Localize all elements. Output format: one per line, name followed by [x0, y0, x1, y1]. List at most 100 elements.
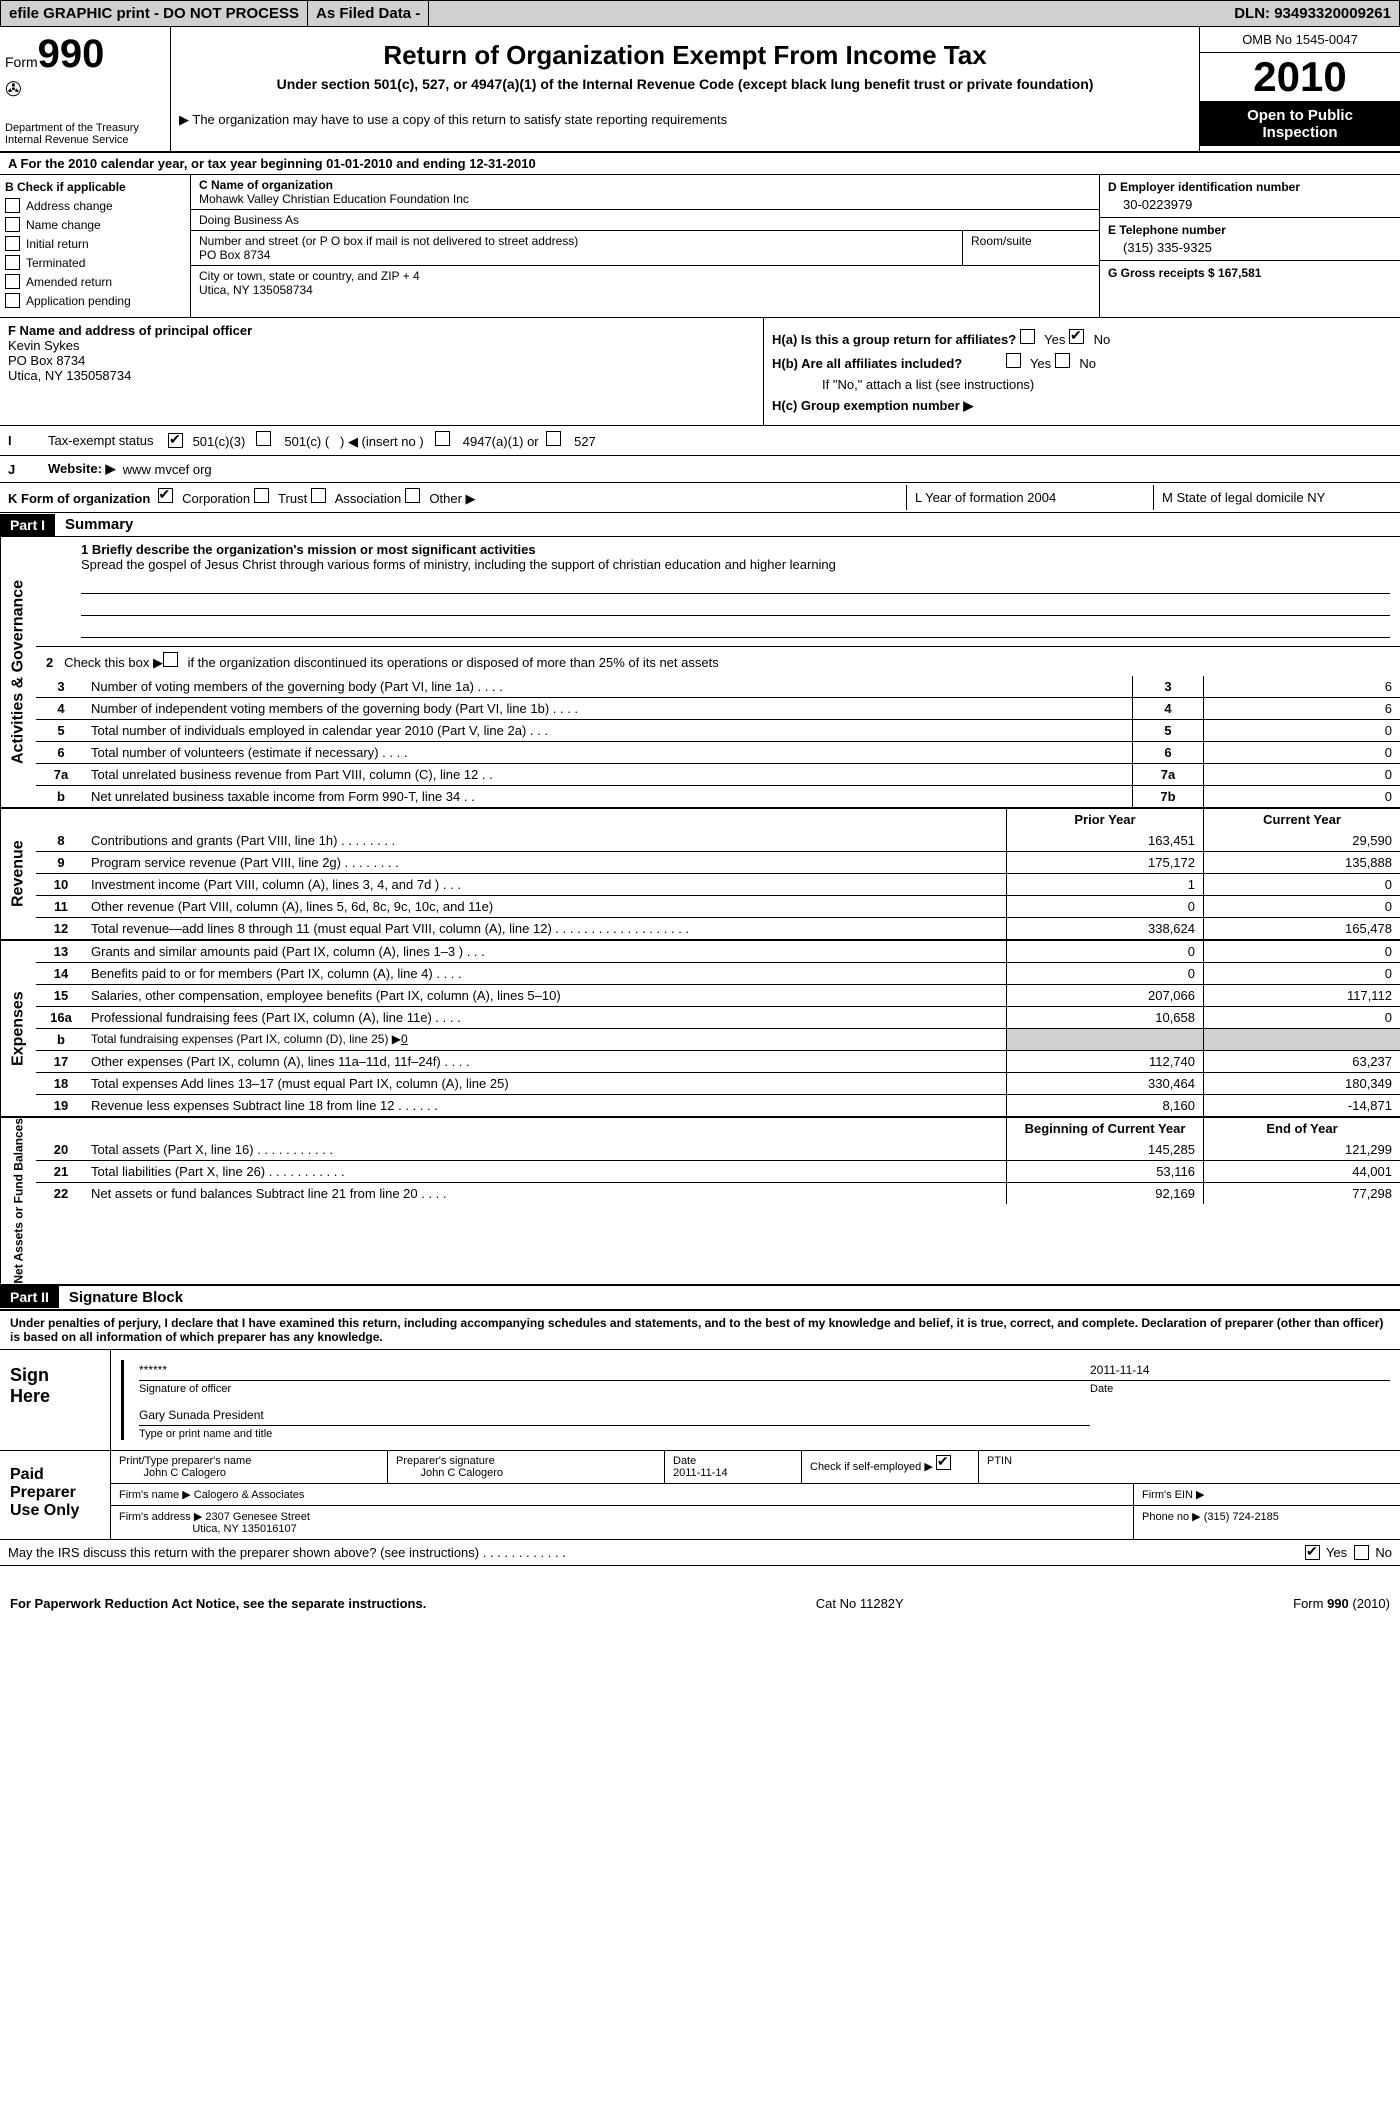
dba-label: Doing Business As: [199, 213, 299, 227]
form-number: Form990: [5, 32, 165, 77]
ein-val: 30-0223979: [1108, 194, 1392, 212]
mission-text: Spread the gospel of Jesus Christ throug…: [81, 557, 836, 572]
ha-label: H(a) Is this a group return for affiliat…: [772, 332, 1016, 347]
k-label: K Form of organization: [8, 491, 150, 506]
hb-no[interactable]: [1055, 353, 1070, 368]
part2-header: Part II: [0, 1286, 59, 1308]
prep-date-label: Date: [673, 1455, 696, 1467]
name-title-label: Type or print name and title: [139, 1428, 1090, 1440]
sig-date: 2011-11-14: [1090, 1360, 1390, 1381]
phone-label: Phone no ▶: [1142, 1511, 1201, 1523]
e-label: E Telephone number: [1108, 223, 1392, 237]
sig-stars: ******: [139, 1360, 1090, 1381]
i-text: Tax-exempt status: [48, 433, 154, 448]
paid-preparer-label: PaidPreparerUse Only: [0, 1451, 111, 1539]
part2-title: Signature Block: [59, 1286, 193, 1309]
lbl-pending: Application pending: [26, 294, 131, 308]
hb-note: If "No," attach a list (see instructions…: [772, 377, 1392, 392]
k-trust[interactable]: [254, 488, 269, 503]
dept-treasury: Department of the Treasury: [5, 122, 165, 134]
officer-name-sig: Gary Sunada President: [139, 1405, 1090, 1426]
part1-header: Part I: [0, 514, 55, 536]
i-501c3[interactable]: [168, 433, 183, 448]
ha-yes[interactable]: [1020, 329, 1035, 344]
ein-label: Firm's EIN ▶: [1133, 1484, 1400, 1505]
firm-addr: 2307 Genesee Street: [205, 1511, 310, 1523]
vtab-netassets: Net Assets or Fund Balances: [0, 1118, 36, 1284]
ptin-label: PTIN: [978, 1451, 1400, 1483]
discuss-text: May the IRS discuss this return with the…: [8, 1545, 1305, 1560]
discuss-no[interactable]: [1354, 1545, 1369, 1560]
k-other[interactable]: [405, 488, 420, 503]
pt-label: Print/Type preparer's name: [119, 1455, 251, 1467]
firm-name-label: Firm's name ▶: [119, 1489, 191, 1501]
b-title: B Check if applicable: [5, 180, 185, 194]
firm-name: Calogero & Associates: [194, 1489, 305, 1501]
i-label: I: [8, 433, 33, 448]
ha-no[interactable]: [1069, 329, 1084, 344]
hdr-end: End of Year: [1203, 1118, 1400, 1139]
check-name[interactable]: [5, 217, 20, 232]
tax-year: 2010: [1200, 53, 1400, 102]
row-a: A For the 2010 calendar year, or tax yea…: [0, 153, 1400, 175]
officer-addr2: Utica, NY 135058734: [8, 368, 755, 383]
copy-note: ▶ The organization may have to use a cop…: [179, 112, 1191, 128]
efile-label: efile GRAPHIC print - DO NOT PROCESS: [1, 1, 308, 26]
discuss-yes[interactable]: [1305, 1545, 1320, 1560]
sig-officer-label: Signature of officer: [139, 1383, 1090, 1395]
lbl-term: Terminated: [26, 256, 85, 270]
line2-check[interactable]: [163, 652, 178, 667]
pt-name: John C Calogero: [143, 1467, 226, 1479]
asfiled-label: As Filed Data -: [308, 1, 429, 26]
hdr-beg: Beginning of Current Year: [1006, 1118, 1203, 1139]
hdr-prior: Prior Year: [1006, 809, 1203, 830]
inspection-2: Inspection: [1205, 124, 1395, 141]
check-pending[interactable]: [5, 293, 20, 308]
city-label: City or town, state or country, and ZIP …: [199, 269, 420, 283]
officer-addr1: PO Box 8734: [8, 353, 755, 368]
check-address[interactable]: [5, 198, 20, 213]
firm-city: Utica, NY 135016107: [192, 1523, 296, 1535]
form-title: Return of Organization Exempt From Incom…: [179, 40, 1191, 71]
perjury-text: Under penalties of perjury, I declare th…: [0, 1311, 1400, 1349]
part1-title: Summary: [55, 513, 143, 536]
j-label: J: [8, 462, 33, 477]
inspection-1: Open to Public: [1205, 107, 1395, 124]
check-initial[interactable]: [5, 236, 20, 251]
hc-label: H(c) Group exemption number ▶: [772, 398, 973, 413]
f-label: F Name and address of principal officer: [8, 323, 755, 338]
form-label: Form: [5, 54, 38, 70]
self-check[interactable]: [936, 1455, 951, 1470]
d-label: D Employer identification number: [1108, 180, 1392, 194]
room-label: Room/suite: [962, 231, 1099, 265]
dln-label: DLN: 93493320009261: [1226, 1, 1399, 26]
firm-phone: (315) 724-2185: [1204, 1511, 1279, 1523]
k-assoc[interactable]: [311, 488, 326, 503]
m-label: M State of legal domicile NY: [1153, 485, 1400, 510]
prep-sig-name: John C Calogero: [420, 1467, 503, 1479]
check-term[interactable]: [5, 255, 20, 270]
officer-name: Kevin Sykes: [8, 338, 755, 353]
footer-right: Form 990 (2010): [1293, 1596, 1390, 1611]
hdr-current: Current Year: [1203, 809, 1400, 830]
form-num: 990: [38, 32, 105, 76]
k-corp[interactable]: [158, 488, 173, 503]
lbl-name: Name change: [26, 218, 101, 232]
footer-mid: Cat No 11282Y: [816, 1596, 904, 1611]
g-label: G Gross receipts $ 167,581: [1108, 266, 1392, 280]
check-amended[interactable]: [5, 274, 20, 289]
vtab-expenses: Expenses: [0, 941, 36, 1116]
self-label: Check if self-employed ▶: [810, 1461, 933, 1473]
hb-yes[interactable]: [1006, 353, 1021, 368]
org-name: Mohawk Valley Christian Education Founda…: [199, 192, 469, 206]
header-bar: efile GRAPHIC print - DO NOT PROCESS As …: [0, 0, 1400, 27]
vtab-revenue: Revenue: [0, 809, 36, 939]
lbl-initial: Initial return: [26, 237, 89, 251]
website-val: www mvcef org: [123, 462, 212, 477]
lbl-amended: Amended return: [26, 275, 112, 289]
sign-here-label: SignHere: [0, 1350, 111, 1450]
hb-label: H(b) Are all affiliates included?: [772, 356, 962, 371]
prep-sig-label: Preparer's signature: [396, 1455, 495, 1467]
omb-number: OMB No 1545-0047: [1200, 27, 1400, 53]
phone-val: (315) 335-9325: [1108, 237, 1392, 255]
